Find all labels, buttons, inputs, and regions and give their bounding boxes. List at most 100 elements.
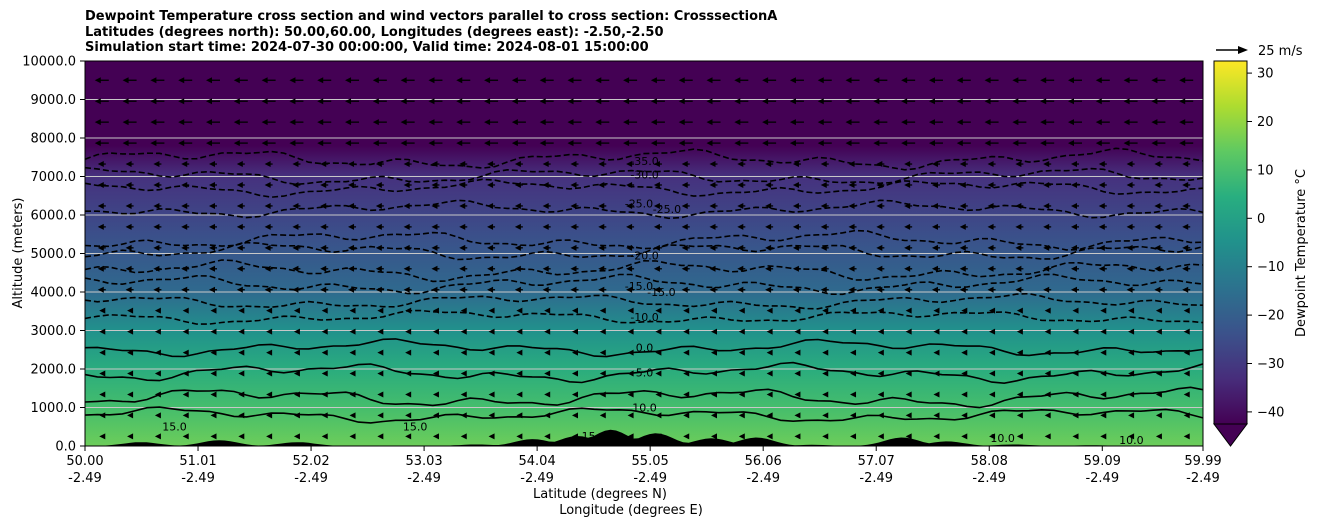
wind-vector-head (516, 307, 523, 314)
x-tick-label-lon: -2.49 (859, 471, 893, 486)
wind-vector-head (1100, 328, 1107, 335)
wind-vector-head (1098, 265, 1105, 272)
wind-vector-head (1123, 140, 1130, 147)
wind-vector-head (154, 412, 161, 419)
wind-vector-head (1040, 119, 1047, 126)
wind-vector-head (571, 349, 578, 356)
wind-vector-head (961, 412, 968, 419)
wind-vector-head (984, 77, 991, 84)
wind-vector-head (792, 286, 799, 293)
wind-vector-head (817, 77, 824, 84)
wind-vector-head (266, 433, 273, 440)
wind-vector-head (233, 77, 240, 84)
wind-vector-head (653, 244, 660, 251)
contour-label: 0.0 (636, 342, 654, 355)
wind-vector-head (905, 370, 912, 377)
wind-vector-head (345, 77, 352, 84)
wind-vector-head (1012, 98, 1019, 105)
wind-vector-head (125, 244, 132, 251)
wind-vector-head (850, 349, 857, 356)
contour-line (85, 229, 1203, 251)
wind-vector-head (488, 391, 495, 398)
wind-vector-head (1043, 244, 1050, 251)
wind-vector-head (904, 181, 911, 188)
wind-vector-head (1155, 391, 1162, 398)
wind-vector-head (822, 433, 829, 440)
wind-vector-head (1072, 433, 1079, 440)
wind-vector-head (1183, 433, 1190, 440)
wind-vector-head (931, 223, 938, 230)
wind-vector-head (655, 412, 662, 419)
wind-vector-head (153, 202, 160, 209)
wind-vector-head (375, 161, 382, 168)
wind-vector-head (683, 307, 690, 314)
colorbar-tick-label: 10 (1257, 163, 1274, 178)
wind-vector-head (1182, 202, 1189, 209)
wind-vector-head (737, 181, 744, 188)
contour-label: -10.0 (630, 311, 658, 324)
wind-vector-head (460, 433, 467, 440)
wind-reference-label: 25 m/s (1258, 44, 1303, 59)
wind-vector-head (599, 412, 606, 419)
wind-vector-head (904, 202, 911, 209)
wind-vector-head (431, 286, 438, 293)
wind-vector-head (400, 77, 407, 84)
wind-vector-head (789, 119, 796, 126)
wind-vector-head (1100, 433, 1107, 440)
wind-vector-head (236, 161, 243, 168)
wind-vector-head (488, 370, 495, 377)
wind-vector-head (206, 119, 213, 126)
wind-vector-head (599, 307, 606, 314)
wind-vector-head (1155, 433, 1162, 440)
contour-label: 15.0 (162, 421, 187, 434)
wind-vector-head (877, 307, 884, 314)
wind-vector-head (178, 119, 185, 126)
wind-vector-head (623, 119, 630, 126)
wind-vector-head (1154, 181, 1161, 188)
wind-vector-head (516, 328, 523, 335)
wind-vector-head (154, 391, 161, 398)
wind-vector-head (655, 328, 662, 335)
wind-vector-head (877, 349, 884, 356)
wind-vector-head (627, 349, 634, 356)
wind-vector-head (598, 244, 605, 251)
wind-vector-head (876, 286, 883, 293)
wind-vector-head (206, 77, 213, 84)
wind-vector-head (1100, 349, 1107, 356)
wind-vector-head (984, 140, 991, 147)
wind-vector-head (321, 412, 328, 419)
wind-vector-head (349, 349, 356, 356)
contour-line (85, 338, 1203, 358)
wind-vector-head (488, 433, 495, 440)
wind-vector-head (125, 286, 132, 293)
wind-vector-head (933, 328, 940, 335)
wind-vector-head (738, 433, 745, 440)
wind-vector-head (542, 181, 549, 188)
wind-vector-head (1044, 433, 1051, 440)
wind-vector-head (626, 181, 633, 188)
wind-vector-head (711, 391, 718, 398)
wind-vector-head (431, 223, 438, 230)
wind-vector-head (320, 265, 327, 272)
wind-vector-head (901, 77, 908, 84)
wind-vector-head (1012, 77, 1019, 84)
wind-vector-head (1044, 391, 1051, 398)
wind-vector-head (794, 307, 801, 314)
wind-vector-head (289, 98, 296, 105)
wind-vector-head (737, 265, 744, 272)
wind-vector-head (933, 412, 940, 419)
wind-vector-head (931, 161, 938, 168)
wind-vector-head (266, 391, 273, 398)
wind-vector-head (1015, 244, 1022, 251)
wind-vector-head (544, 370, 551, 377)
wind-vector-head (320, 286, 327, 293)
wind-vector-head (459, 202, 466, 209)
colorbar-extend-min (1213, 423, 1248, 447)
wind-vector-head (1043, 223, 1050, 230)
wind-vector-head (487, 181, 494, 188)
wind-vector-head (570, 161, 577, 168)
wind-vector-head (1123, 98, 1130, 105)
y-axis-label: Altitude (meters) (11, 198, 26, 309)
wind-vector-head (153, 286, 160, 293)
wind-vector-head (1095, 77, 1102, 84)
